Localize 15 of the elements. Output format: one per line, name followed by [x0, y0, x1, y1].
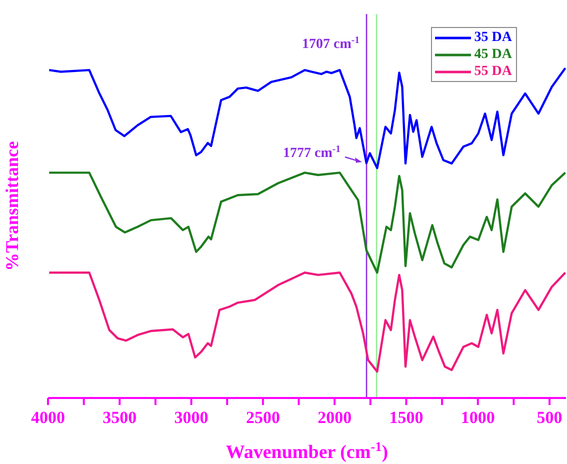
x-axis-title: Wavenumber (cm$^{-1}$)	[226, 438, 388, 463]
x-tick-label: 2000	[318, 408, 352, 428]
text: 1707 cm$^{-1}$	[302, 34, 360, 52]
x-tick-label: 4000	[31, 408, 65, 428]
legend-label: 55 DA	[474, 64, 512, 80]
legend-label: 35 DA	[474, 30, 512, 46]
legend-label: 45 DA	[474, 46, 512, 62]
x-tick-label: 1000	[460, 408, 495, 428]
x-tick-label: 3500	[102, 408, 137, 428]
x-tick-label: 500	[536, 408, 562, 428]
x-tick-label: 2500	[246, 408, 280, 428]
x-tick-label: 3000	[174, 408, 208, 428]
x-tick-label: 1500	[389, 408, 424, 428]
annotation: 1777 cm$^{-1}$	[283, 144, 341, 161]
y-axis-title: %Transmittance	[2, 141, 22, 271]
